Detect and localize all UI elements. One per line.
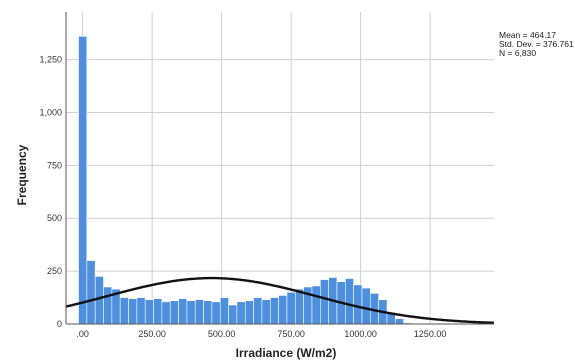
histogram-bar [395, 318, 404, 325]
histogram-bar [169, 300, 179, 325]
histogram-bar [319, 279, 329, 325]
histogram-bar [286, 291, 296, 325]
histogram-bar [219, 297, 229, 325]
x-axis-title: Irradiance (W/m2) [236, 346, 337, 360]
axis-ticks: .00 250.00 500.00 750.00 1000.00 1250.00 0 250 5… [39, 55, 446, 339]
stats-mean: Mean = 464.17 [499, 30, 556, 40]
y-tick-label: 500 [47, 213, 62, 223]
histogram-bar [103, 286, 113, 325]
histogram-bar [186, 300, 196, 325]
y-tick-label: 1,000 [39, 107, 62, 117]
stats-std-dev: Std. Dev. = 376.761 [499, 39, 574, 49]
x-tick-label: 1000.00 [344, 329, 377, 339]
histogram-bar [244, 300, 254, 325]
histogram-bar [86, 260, 96, 325]
histogram-bar [311, 285, 321, 325]
histogram-bar [228, 304, 238, 325]
y-tick-label: 250 [47, 266, 62, 276]
histogram-bar [269, 297, 279, 325]
histogram-bar [345, 278, 354, 325]
y-tick-label: 1,250 [39, 55, 62, 65]
histogram-bar [178, 298, 188, 325]
x-tick-label: 1250.00 [414, 329, 447, 339]
histogram-bar [194, 299, 204, 325]
histogram-bar [144, 299, 154, 325]
normal-curve [65, 276, 495, 324]
x-tick-label: 750.00 [277, 329, 305, 339]
stats-legend: Mean = 464.17 Std. Dev. = 376.761 N = 6,… [499, 31, 574, 58]
histogram-bar [94, 276, 104, 325]
histogram-bar [136, 297, 146, 325]
histogram-bar [78, 36, 88, 325]
y-tick-label: 750 [47, 160, 62, 170]
histogram-bar [278, 295, 288, 325]
y-tick-label: 0 [57, 319, 62, 329]
y-axis-title: Frequency [15, 144, 29, 205]
histogram-bar [203, 300, 213, 325]
histogram-bar [253, 297, 263, 325]
histogram-bar [211, 301, 221, 325]
histogram-bar [161, 301, 171, 325]
histogram-bar [353, 284, 363, 325]
histogram-bar [361, 287, 371, 325]
x-tick-label: 250.00 [138, 329, 166, 339]
x-tick-label: .00 [76, 329, 89, 339]
histogram-bar [261, 299, 271, 325]
histogram-bar [153, 298, 163, 325]
histogram-bar [128, 298, 138, 325]
histogram-bar [294, 288, 304, 325]
grid [66, 12, 494, 324]
stats-n: N = 6,830 [499, 48, 537, 58]
x-tick-label: 500.00 [208, 329, 236, 339]
histogram-bar [236, 301, 246, 325]
histogram-bar [119, 297, 129, 325]
